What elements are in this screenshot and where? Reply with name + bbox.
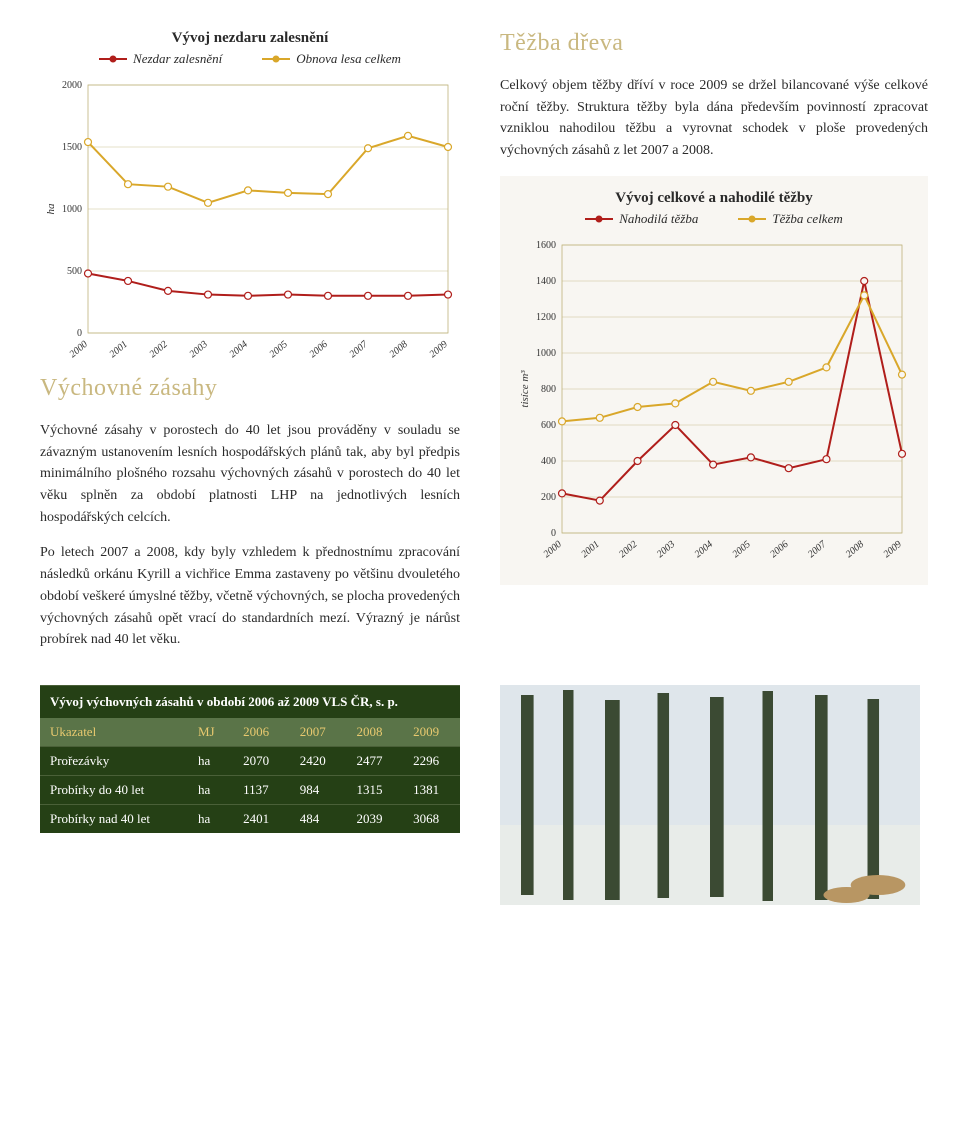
table-cell: ha (188, 804, 233, 833)
table-cell: 2296 (403, 746, 460, 775)
svg-text:2002: 2002 (148, 339, 170, 360)
legend-label: Nahodilá těžba (619, 211, 698, 227)
table-col-header: MJ (188, 718, 233, 747)
svg-text:2006: 2006 (768, 539, 790, 560)
legend-swatch (585, 218, 613, 220)
svg-text:1000: 1000 (536, 348, 556, 359)
section-vychovne-title: Výchovné zásahy (40, 375, 460, 402)
legend-item: Nahodilá těžba (585, 211, 698, 227)
svg-text:2006: 2006 (308, 339, 330, 360)
table-row: Probírky nad 40 letha240148420393068 (40, 804, 460, 833)
section-tezba-title: Těžba dřeva (500, 30, 928, 57)
table-row: Prořezávkyha2070242024772296 (40, 746, 460, 775)
svg-text:2001: 2001 (108, 339, 130, 360)
chart1-title: Vývoj nezdaru zalesnění (40, 30, 460, 47)
svg-text:0: 0 (77, 328, 82, 339)
table-row: Probírky do 40 letha113798413151381 (40, 775, 460, 804)
table-cell: 2477 (346, 746, 403, 775)
svg-text:1600: 1600 (536, 240, 556, 251)
para-vychovne-2: Po letech 2007 a 2008, kdy byly vzhledem… (40, 542, 460, 650)
table-col-header: Ukazatel (40, 718, 188, 747)
svg-text:500: 500 (67, 266, 82, 277)
table-cell: 2070 (233, 746, 290, 775)
table-col-header: 2009 (403, 718, 460, 747)
svg-text:1500: 1500 (62, 142, 82, 153)
table-cell: ha (188, 746, 233, 775)
table-cell: 2039 (346, 804, 403, 833)
svg-text:200: 200 (541, 492, 556, 503)
svg-text:2000: 2000 (68, 339, 90, 360)
svg-text:tisíce m³: tisíce m³ (519, 369, 531, 407)
table-cell: Prořezávky (40, 746, 188, 775)
legend-item: Obnova lesa celkem (262, 51, 401, 67)
svg-text:800: 800 (541, 384, 556, 395)
table-cell: 1315 (346, 775, 403, 804)
svg-text:2001: 2001 (579, 539, 601, 560)
table-caption: Vývoj výchovných zásahů v období 2006 až… (40, 685, 460, 718)
svg-text:2007: 2007 (348, 338, 371, 360)
zasahy-table: Vývoj výchovných zásahů v období 2006 až… (40, 685, 460, 833)
svg-text:2000: 2000 (62, 80, 82, 91)
chart1: 0 500 1000 1500 2000 ha 2000 2001 2002 2003 2004 20… (40, 75, 460, 375)
legend-swatch (262, 58, 290, 60)
svg-text:2000: 2000 (542, 539, 564, 560)
legend-label: Obnova lesa celkem (296, 51, 401, 67)
table-cell: Probírky nad 40 let (40, 804, 188, 833)
table-cell: 1381 (403, 775, 460, 804)
para-tezba-1: Celkový objem těžby dříví v roce 2009 se… (500, 75, 928, 162)
svg-text:2009: 2009 (428, 339, 450, 360)
table-cell: 984 (290, 775, 347, 804)
svg-text:400: 400 (541, 456, 556, 467)
table-cell: 2420 (290, 746, 347, 775)
svg-text:ha: ha (45, 203, 57, 215)
chart2-title: Vývoj celkové a nahodilé těžby (514, 190, 914, 207)
table-col-header: 2007 (290, 718, 347, 747)
svg-text:2005: 2005 (268, 339, 290, 360)
table-cell: 484 (290, 804, 347, 833)
table-cell: Probírky do 40 let (40, 775, 188, 804)
svg-text:2003: 2003 (188, 339, 210, 360)
table-cell: 2401 (233, 804, 290, 833)
svg-text:2002: 2002 (617, 539, 639, 560)
svg-text:2008: 2008 (388, 339, 410, 360)
svg-text:2008: 2008 (844, 539, 866, 560)
para-vychovne-1: Výchovné zásahy v porostech do 40 let js… (40, 420, 460, 528)
table-cell: ha (188, 775, 233, 804)
svg-text:2004: 2004 (693, 539, 715, 560)
table-col-header: 2006 (233, 718, 290, 747)
svg-text:2004: 2004 (228, 339, 250, 360)
forest-photo (500, 685, 920, 905)
table-cell: 3068 (403, 804, 460, 833)
legend-label: Těžba celkem (772, 211, 842, 227)
legend-swatch (99, 58, 127, 60)
svg-text:2005: 2005 (730, 539, 752, 560)
legend-item: Nezdar zalesnění (99, 51, 222, 67)
svg-text:2003: 2003 (655, 539, 677, 560)
svg-text:1400: 1400 (536, 276, 556, 287)
chart2: 0 200 400 600 800 1000 1200 1400 1600 tisíce m³ 20… (514, 235, 914, 575)
svg-text:1000: 1000 (62, 204, 82, 215)
svg-text:1200: 1200 (536, 312, 556, 323)
chart2-legend: Nahodilá těžba Těžba celkem (514, 211, 914, 227)
chart1-legend: Nezdar zalesnění Obnova lesa celkem (40, 51, 460, 67)
legend-item: Těžba celkem (738, 211, 842, 227)
svg-text:0: 0 (551, 528, 556, 539)
table-cell: 1137 (233, 775, 290, 804)
legend-label: Nezdar zalesnění (133, 51, 222, 67)
legend-swatch (738, 218, 766, 220)
table-col-header: 2008 (346, 718, 403, 747)
svg-text:600: 600 (541, 420, 556, 431)
svg-text:2007: 2007 (806, 538, 829, 560)
svg-text:2009: 2009 (882, 539, 904, 560)
